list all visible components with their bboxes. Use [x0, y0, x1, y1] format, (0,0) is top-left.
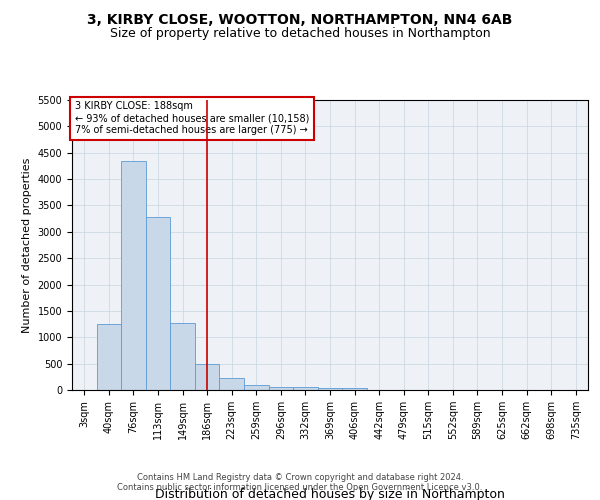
Bar — [318, 388, 342, 390]
Bar — [244, 386, 269, 390]
Bar — [342, 388, 367, 390]
Bar — [170, 322, 195, 390]
Text: 3, KIRBY CLOSE, WOOTTON, NORTHAMPTON, NN4 6AB: 3, KIRBY CLOSE, WOOTTON, NORTHAMPTON, NN… — [88, 12, 512, 26]
Bar — [195, 364, 220, 390]
Bar — [269, 387, 293, 390]
Text: Contains HM Land Registry data © Crown copyright and database right 2024.
Contai: Contains HM Land Registry data © Crown c… — [118, 473, 482, 492]
Text: Size of property relative to detached houses in Northampton: Size of property relative to detached ho… — [110, 28, 490, 40]
Bar — [220, 378, 244, 390]
Bar — [97, 324, 121, 390]
Bar — [121, 160, 146, 390]
Y-axis label: Number of detached properties: Number of detached properties — [22, 158, 32, 332]
Text: 3 KIRBY CLOSE: 188sqm
← 93% of detached houses are smaller (10,158)
7% of semi-d: 3 KIRBY CLOSE: 188sqm ← 93% of detached … — [74, 102, 309, 134]
X-axis label: Distribution of detached houses by size in Northampton: Distribution of detached houses by size … — [155, 488, 505, 500]
Bar — [146, 217, 170, 390]
Bar — [293, 388, 318, 390]
